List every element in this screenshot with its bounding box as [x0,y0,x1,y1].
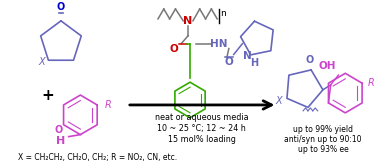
Text: O: O [225,57,233,67]
Text: +: + [41,88,54,103]
Text: O: O [169,44,178,54]
Text: H: H [251,58,259,68]
Text: up to 93% ee: up to 93% ee [297,145,349,154]
Text: neat or aqueous media: neat or aqueous media [155,113,248,122]
Text: HN: HN [211,39,228,49]
Text: X: X [38,57,45,67]
Text: R: R [368,78,375,88]
Text: N: N [243,51,252,61]
Text: n: n [220,9,226,18]
Text: anti/syn up to 90:10: anti/syn up to 90:10 [284,135,362,144]
Text: N: N [183,16,193,26]
Text: O: O [305,55,313,65]
Text: OH: OH [318,61,336,71]
Text: R: R [105,100,112,110]
Text: 15 mol% loading: 15 mol% loading [168,135,235,144]
Text: X = CH₂CH₂, CH₂O, CH₂; R = NO₂, CN, etc.: X = CH₂CH₂, CH₂O, CH₂; R = NO₂, CN, etc. [18,153,177,162]
Text: up to 99% yield: up to 99% yield [293,125,353,134]
Text: O: O [57,2,65,12]
Text: O: O [55,125,63,135]
Text: X: X [276,96,282,106]
Text: H: H [56,136,66,146]
Text: 10 ~ 25 °C; 12 ~ 24 h: 10 ~ 25 °C; 12 ~ 24 h [157,124,246,133]
